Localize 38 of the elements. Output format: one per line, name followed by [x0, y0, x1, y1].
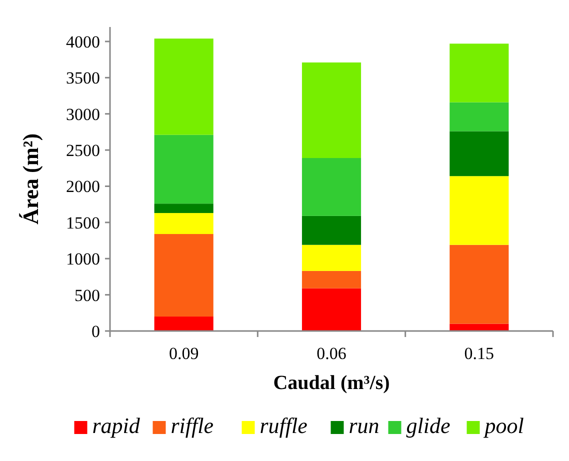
bar [154, 234, 214, 317]
bar [450, 176, 509, 245]
bar [302, 270, 362, 288]
legend-label: riffle [170, 413, 214, 438]
y-tick-label: 2500 [66, 141, 100, 160]
bar [450, 244, 509, 324]
y-tick-label: 0 [92, 322, 100, 341]
bar [302, 288, 362, 331]
y-tick-label: 3500 [66, 68, 100, 88]
bar [302, 62, 362, 158]
bar [450, 131, 509, 176]
bar [450, 44, 509, 102]
x-axis-title: Caudal (m³/s) [273, 372, 390, 394]
y-tick-label: 1500 [66, 213, 100, 232]
legend-label: glide [406, 413, 450, 438]
y-tick-label: 3000 [66, 104, 100, 124]
bar [450, 324, 509, 331]
legend-label: pool [482, 413, 524, 438]
x-tick-label: 0.09 [168, 344, 199, 363]
bar [154, 316, 214, 331]
legend-label: ruffle [260, 413, 308, 438]
bar [154, 38, 214, 135]
bar [302, 158, 362, 216]
y-tick-label: 1000 [66, 250, 100, 269]
legend-label: rapid [92, 413, 141, 438]
bar [302, 244, 362, 271]
bar [450, 102, 509, 132]
y-tick-label: 2000 [66, 177, 100, 196]
x-tick-label: 0.06 [316, 344, 346, 363]
legend-label: run [348, 413, 380, 438]
bar [154, 204, 214, 214]
x-tick-label: 0.15 [464, 344, 494, 363]
y-axis-title: Área (m²) [18, 133, 43, 225]
bar [154, 213, 214, 234]
y-tick-label: 4000 [66, 32, 100, 52]
bar [302, 216, 362, 245]
y-tick-label: 500 [74, 286, 100, 305]
bar [154, 134, 214, 204]
